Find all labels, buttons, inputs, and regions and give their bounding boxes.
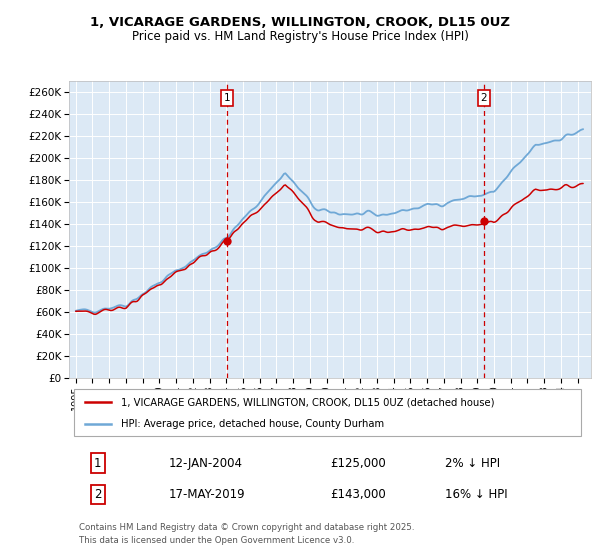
Text: 1: 1	[94, 457, 101, 470]
Text: £125,000: £125,000	[330, 457, 386, 470]
Text: 12-JAN-2004: 12-JAN-2004	[168, 457, 242, 470]
Text: 2: 2	[94, 488, 101, 501]
Text: 2: 2	[480, 93, 487, 103]
Text: 1, VICARAGE GARDENS, WILLINGTON, CROOK, DL15 0UZ: 1, VICARAGE GARDENS, WILLINGTON, CROOK, …	[90, 16, 510, 29]
Text: £143,000: £143,000	[330, 488, 386, 501]
Text: 1, VICARAGE GARDENS, WILLINGTON, CROOK, DL15 0UZ (detached house): 1, VICARAGE GARDENS, WILLINGTON, CROOK, …	[121, 397, 494, 407]
Text: HPI: Average price, detached house, County Durham: HPI: Average price, detached house, Coun…	[121, 418, 385, 428]
Text: Price paid vs. HM Land Registry's House Price Index (HPI): Price paid vs. HM Land Registry's House …	[131, 30, 469, 43]
Text: Contains HM Land Registry data © Crown copyright and database right 2025.
This d: Contains HM Land Registry data © Crown c…	[79, 524, 415, 545]
Text: 2% ↓ HPI: 2% ↓ HPI	[445, 457, 500, 470]
Text: 1: 1	[223, 93, 230, 103]
Text: 16% ↓ HPI: 16% ↓ HPI	[445, 488, 508, 501]
FancyBboxPatch shape	[74, 389, 581, 436]
Text: 17-MAY-2019: 17-MAY-2019	[168, 488, 245, 501]
